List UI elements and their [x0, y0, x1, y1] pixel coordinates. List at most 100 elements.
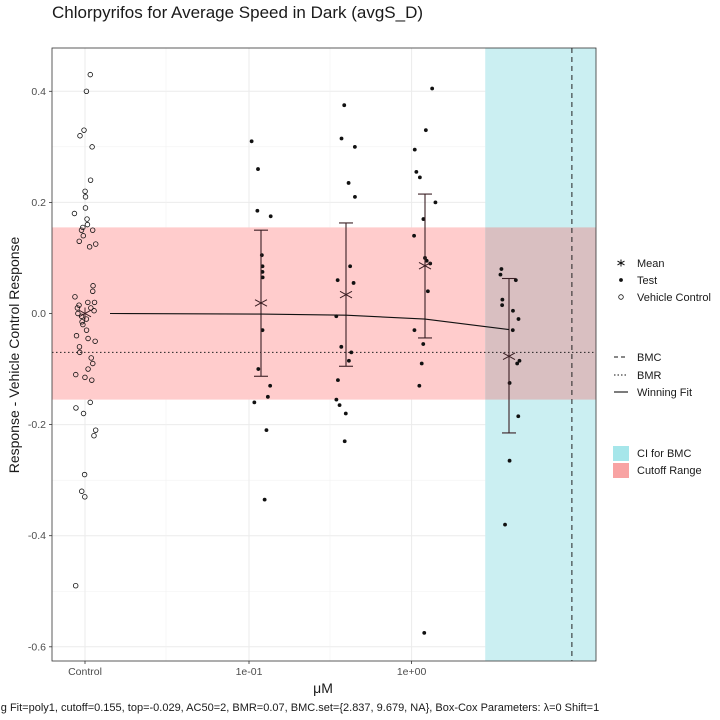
test-point: [424, 258, 429, 263]
legend: Mean Test Vehicle Control BMC BMR Winning Fit…: [613, 258, 711, 478]
vehicle-control-point: [75, 310, 81, 317]
vehicle-control-point: [82, 374, 88, 381]
test-point: [433, 200, 438, 205]
mean-marker: [339, 288, 353, 301]
mean-marker: [418, 259, 432, 272]
test-point: [414, 169, 419, 174]
plot-area: 0.4 0.2 0.0 -0.2 -0.4 -0.6 Control 1e-01 1e+00: [28, 47, 597, 678]
vehicle-control-point: [82, 188, 88, 194]
vehicle-control-point: [71, 210, 78, 217]
mean-marker: [502, 350, 516, 363]
test-point: [349, 350, 354, 355]
x-tick-label: 1e+00: [397, 666, 427, 678]
test-point: [353, 194, 357, 199]
test-point: [517, 358, 522, 363]
mean-marker-stroke: [418, 261, 432, 270]
x-tick-label: 1e-01: [236, 666, 263, 678]
test-point: [348, 264, 353, 269]
test-point: [346, 181, 351, 185]
legend-item-label: BMC: [637, 352, 662, 364]
test-point: [342, 103, 347, 108]
mean-marker-stroke: [78, 309, 92, 318]
vehicle-control-point: [87, 399, 93, 406]
legend-item-label: CI for BMC: [637, 448, 691, 460]
ci-cutoff-overlap: [485, 227, 596, 400]
vehicle-control-point: [85, 366, 91, 372]
y-axis-title: Response - Vehicle Control Response: [6, 236, 22, 473]
x-tick-label: Control: [68, 666, 102, 678]
test-point: [256, 167, 260, 171]
y-tick-label: -0.6: [28, 641, 46, 653]
test-point: [513, 278, 518, 283]
chart-title: Chlorpyrifos for Average Speed in Dark (…: [52, 3, 423, 22]
vehicle-control-point: [89, 227, 96, 233]
test-point: [417, 175, 422, 180]
y-tick-label: 0.0: [31, 308, 46, 320]
vehicle-control-point: [89, 377, 95, 383]
vehicle-control-point: [73, 371, 79, 378]
test-point: [423, 128, 428, 133]
test-point: [339, 344, 344, 349]
test-point: [428, 261, 433, 266]
vehicle-control-point: [76, 238, 82, 244]
legend-item-label: BMR: [637, 370, 662, 382]
vehicle-control-point: [79, 319, 85, 325]
vehicle-control-point: [83, 88, 90, 94]
vehicle-control-point: [86, 244, 93, 250]
vehicle-control-point: [92, 427, 99, 433]
test-point: [339, 136, 344, 141]
test-point: [498, 272, 503, 277]
vehicle-control-point: [90, 360, 96, 367]
y-tick-label: 0.4: [31, 86, 46, 98]
control-mean-marker: [78, 307, 92, 320]
test-point: [503, 522, 507, 527]
vehicle-control-point: [72, 294, 78, 300]
vehicle-control-point: [73, 333, 80, 339]
vehicle-control-point: [77, 133, 83, 139]
x-axis-title: μM: [313, 680, 333, 696]
vehicle-control-point: [90, 283, 96, 289]
vehicle-control-point: [83, 327, 90, 333]
test-point: [516, 317, 521, 321]
vehicle-control-point: [87, 177, 94, 183]
vehicle-control-point: [80, 321, 86, 328]
legend-mean-icon: [617, 259, 625, 267]
panel-border: [51, 47, 597, 662]
test-point: [511, 308, 515, 313]
vehicle-control-point: [77, 349, 83, 356]
test-point: [515, 361, 520, 366]
test-point: [334, 397, 339, 402]
footer-parameters: g Fit=poly1, cutoff=0.155, top=-0.029, A…: [1, 702, 599, 714]
test-point: [264, 428, 269, 433]
test-point: [419, 361, 424, 366]
test-point: [421, 342, 426, 346]
vehicle-control-point: [84, 216, 90, 222]
vehicle-control-point: [80, 410, 87, 417]
winning-fit-line: [109, 312, 510, 331]
vehicle-control-point: [87, 71, 93, 78]
test-point: [347, 358, 351, 363]
vehicle-control-point: [91, 433, 97, 439]
legend-cutoff-range-swatch: [613, 463, 629, 478]
test-point: [500, 303, 505, 308]
vehicle-control-point: [84, 221, 91, 228]
test-point: [249, 139, 254, 144]
test-point: [343, 411, 348, 416]
vehicle-control-point: [81, 471, 88, 478]
vehicle-control-point: [76, 344, 83, 350]
legend-item-label: Cutoff Range: [637, 465, 702, 477]
legend-vehicle-control-icon: [618, 294, 624, 300]
vehicle-control-point: [91, 299, 98, 306]
vehicle-control-point: [93, 241, 99, 247]
test-point: [335, 278, 340, 283]
test-point: [265, 394, 270, 399]
vehicle-control-point: [91, 308, 97, 314]
vehicle-control-point: [80, 233, 86, 239]
test-point: [516, 414, 521, 419]
test-point: [260, 328, 265, 333]
vehicle-control-point: [78, 227, 85, 233]
test-point: [268, 214, 273, 219]
vehicle-control-point: [92, 338, 98, 344]
test-point: [412, 328, 417, 333]
test-point: [351, 281, 356, 285]
